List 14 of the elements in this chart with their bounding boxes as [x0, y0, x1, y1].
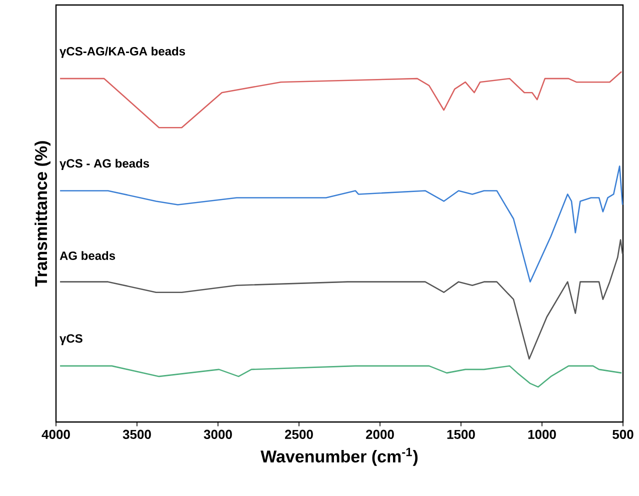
x-tick-label: 2500 [284, 430, 313, 440]
series-label: γCS - AG beads [60, 158, 150, 170]
x-tick-label: 3000 [204, 430, 232, 440]
series-label: γCS [60, 334, 82, 346]
x-tick-label: 1000 [528, 430, 556, 440]
x-tick-label: 4000 [42, 430, 70, 440]
series-label: AG beads [60, 251, 116, 260]
series-label: γCS-AG/KA-GA beads [60, 46, 186, 58]
x-tick-label: 500 [612, 430, 634, 440]
y-axis-title: Transmittance (%) [34, 141, 50, 287]
x-tick-label: 3500 [122, 430, 151, 440]
x-axis-title: Wavenumber (cm$^{-1}$) [260, 448, 418, 466]
x-tick-label: 1500 [447, 430, 475, 440]
x-tick-label: 2000 [366, 430, 394, 440]
